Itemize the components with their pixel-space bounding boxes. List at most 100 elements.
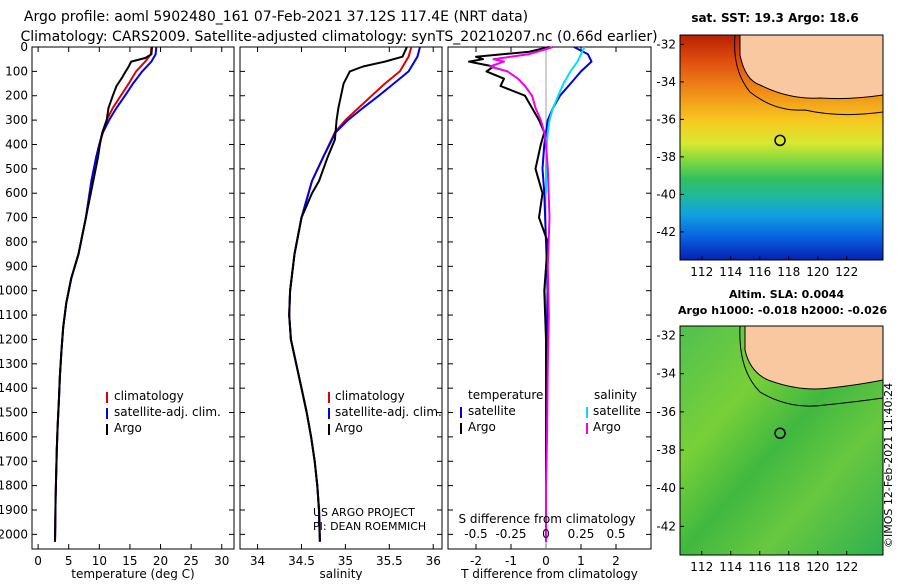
x-tick-label: 0 [542, 554, 550, 568]
x-tick-label: 25 [184, 554, 199, 568]
x-tick-label: 0 [34, 554, 42, 568]
legend-label-temp-satellite: satellite [468, 404, 516, 418]
project-annotation: US ARGO PROJECT [313, 506, 415, 519]
sst-map-axes: 112 114 116 118 120 122 -32 -34 -36 -38 -40 -42 [656, 37, 858, 279]
map-lon-label: 120 [806, 560, 829, 574]
legend-title-temperature: temperature [468, 388, 543, 402]
depth-tick-label: 0 [20, 40, 28, 54]
sst-shelf-contour [734, 35, 883, 116]
sst-land-mass [739, 35, 883, 100]
imos-watermark: ©IMOS 12-Feb-2021 11:40:24 [882, 383, 895, 548]
x-axis-title: temperature (deg C) [71, 567, 194, 580]
difference-panel: -2 -1 0 1 2T difference from climatology [447, 46, 652, 581]
depth-tick-label: 2000 [0, 527, 28, 541]
legend-label-climatology: climatology [335, 389, 405, 403]
argo-position-marker [774, 134, 786, 147]
series-line-argo [54, 46, 153, 542]
sst-map-frame [679, 34, 884, 261]
figure-title-line2: Climatology: CARS2009. Satellite-adjuste… [20, 29, 657, 45]
temperature-legend: climatology satellite-adj. clim. Argo [106, 389, 221, 435]
sla-map-axes: 112 114 116 118 120 122 -32 -34 -36 -38 -40 -42 [656, 329, 858, 574]
legend-label-sal-satellite: satellite [593, 404, 641, 418]
x-tick-label: 2 [612, 554, 620, 568]
series-line-satellite-adj-clim- [288, 46, 421, 542]
map-lon-label: 114 [719, 265, 742, 279]
depth-tick-label: 400 [5, 137, 28, 151]
map-lon-label: 122 [835, 560, 858, 574]
series-line-argo [489, 46, 554, 542]
map-lon-label: 116 [748, 265, 771, 279]
sla-map: Altim. SLA: 0.0044 Argo h1000: -0.018 h2… [656, 288, 887, 574]
s-difference-tick-label: 0 [542, 527, 550, 541]
sst-map-title: sat. SST: 19.3 Argo: 18.6 [691, 11, 858, 25]
legend-label-satellite-adj: satellite-adj. clim. [114, 405, 221, 419]
depth-tick-label: 100 [5, 64, 28, 78]
map-lon-label: 120 [806, 265, 829, 279]
s-difference-tick-labels: -0.5 -0.25 0 0.25 0.5 [464, 527, 625, 541]
depth-tick-label: 600 [5, 186, 28, 200]
depth-tick-label: 1200 [0, 332, 28, 346]
depth-tick-label: 700 [5, 211, 28, 225]
depth-tick-label: 800 [5, 235, 28, 249]
depth-tick-label: 200 [5, 89, 28, 103]
sla-land-mass [744, 326, 883, 390]
salinity-legend: climatology satellite-adj. clim. Argo US… [313, 389, 442, 533]
s-difference-tick-label: 0.5 [606, 527, 625, 541]
sst-map: sat. SST: 19.3 Argo: 18.6 112 114 116 118 12… [656, 11, 884, 279]
salinity-panel: 34 34.5 35 35.5 36 salinity [239, 46, 443, 581]
legend-label-sal-argo: Argo [593, 420, 621, 434]
x-axis-title: T difference from climatology [460, 567, 638, 580]
argo-position-marker [774, 427, 786, 439]
sla-map-title: Altim. SLA: 0.0044 [729, 288, 844, 301]
depth-tick-label: 1800 [0, 479, 28, 493]
x-tick-label: 34 [250, 554, 265, 568]
depth-tick-label: 1400 [0, 381, 28, 395]
map-lat-label: -42 [656, 519, 676, 533]
x-tick-label: 10 [92, 554, 107, 568]
map-lon-label: 118 [777, 265, 800, 279]
sla-map-frame [679, 325, 884, 556]
x-axis-title: salinity [319, 567, 362, 580]
map-lon-label: 112 [690, 560, 713, 574]
depth-tick-label: 1300 [0, 357, 28, 371]
map-lat-label: -32 [656, 37, 676, 51]
map-lon-label: 114 [719, 560, 742, 574]
x-tick-label: 30 [214, 554, 229, 568]
series-line-argo [468, 46, 550, 542]
series-line-climatology [54, 46, 153, 542]
depth-tick-label: 1600 [0, 430, 28, 444]
panel-frame [31, 46, 235, 550]
map-lon-label: 116 [748, 560, 771, 574]
x-tick-label: -1 [505, 554, 517, 568]
x-tick-label: 15 [122, 554, 137, 568]
map-lon-label: 122 [835, 265, 858, 279]
map-lat-label: -34 [656, 367, 676, 381]
depth-tick-label: 300 [5, 113, 28, 127]
legend-label-satellite-adj: satellite-adj. clim. [335, 405, 442, 419]
x-tick-label: 35 [338, 554, 353, 568]
depth-tick-label: 1000 [0, 284, 28, 298]
depth-tick-label: 1900 [0, 503, 28, 517]
x-tick-label: 1 [577, 554, 585, 568]
legend-label-temp-argo: Argo [468, 420, 496, 434]
figure-title-line1: Argo profile: aoml 5902480_161 07-Feb-20… [24, 9, 528, 25]
map-lat-label: -32 [656, 329, 676, 343]
s-difference-tick-label: 0.25 [568, 527, 595, 541]
depth-tick-label: 1700 [0, 454, 28, 468]
map-lat-label: -42 [656, 225, 676, 239]
x-tick-label: 36 [426, 554, 441, 568]
s-difference-tick-label: -0.5 [464, 527, 487, 541]
pi-annotation: PI: DEAN ROEMMICH [313, 520, 426, 533]
difference-legend: temperature salinity satellite Argo sate… [459, 388, 641, 526]
sla-map-subtitle: Argo h1000: -0.018 h2000: -0.026 [678, 304, 887, 317]
legend-label-argo: Argo [335, 421, 363, 435]
map-lat-label: -40 [656, 481, 676, 495]
sla-shelf-contour [739, 326, 883, 407]
legend-title-salinity: salinity [594, 388, 637, 402]
x-tick-label: -2 [470, 554, 482, 568]
legend-label-climatology: climatology [114, 389, 184, 403]
series-line-satellite [545, 46, 586, 194]
